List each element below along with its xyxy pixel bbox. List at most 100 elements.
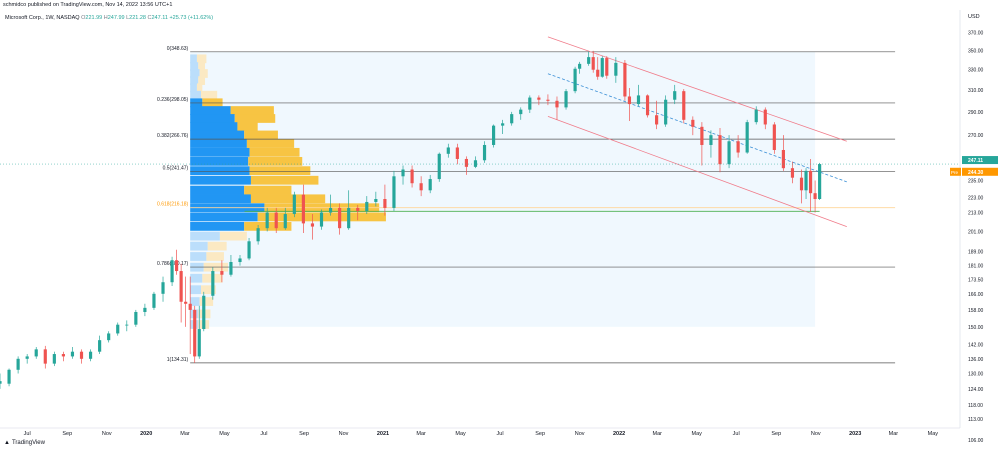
candle-body xyxy=(197,329,201,357)
candle-body xyxy=(175,260,179,272)
high-value: 247.99 xyxy=(107,15,125,21)
candle-body xyxy=(627,96,632,105)
volume-profile-up-bar xyxy=(190,252,207,261)
candle-body xyxy=(501,123,505,126)
candle-body xyxy=(564,91,568,108)
candle-body xyxy=(636,95,641,105)
x-axis-tick-label: Nov xyxy=(575,431,585,437)
x-axis-labels: Jul Sep Nov 2020 Mar May Jul Sep Nov 2021 Mar May Ju… xyxy=(24,431,939,437)
candle-body xyxy=(188,303,192,310)
candle-body xyxy=(392,176,396,208)
candle-body xyxy=(52,354,56,364)
tradingview-logo-icon: ▲ xyxy=(4,440,10,446)
candle-body xyxy=(464,158,468,167)
candle-body xyxy=(519,109,523,115)
x-axis-tick-label: Nov xyxy=(102,431,112,437)
volume-profile-up-bar xyxy=(190,122,238,132)
volume-profile-up-bar xyxy=(190,221,245,231)
volume-profile-down-bar xyxy=(196,83,203,93)
y-axis-tick-label: 201.00 xyxy=(968,229,984,235)
candle-body xyxy=(673,91,677,100)
x-axis-tick-label: May xyxy=(928,431,939,437)
low-label: L xyxy=(126,15,130,21)
symbol-legend: Microsoft Corp., 1W, NASDAQ O221.99 H247… xyxy=(5,15,213,21)
candle-body xyxy=(401,169,405,177)
x-axis-tick-label: Nov xyxy=(811,431,821,437)
volume-profile-up-bar xyxy=(190,139,247,148)
candle-body xyxy=(179,271,183,302)
x-axis-tick-label: 2023 xyxy=(849,431,861,437)
candle-body xyxy=(600,58,604,77)
volume-profile-down-bar xyxy=(219,231,247,241)
tradingview-logo[interactable]: ▲ TradingView xyxy=(4,440,45,446)
candle-body xyxy=(374,198,378,202)
candle-body xyxy=(229,262,233,275)
candle-body xyxy=(383,198,387,208)
y-axis-tick-label: 106.00 xyxy=(968,438,984,444)
x-axis-tick-label: Mar xyxy=(180,431,190,437)
x-axis-tick-label: May xyxy=(219,431,230,437)
volume-profile-up-bar xyxy=(190,69,200,78)
y-axis-tick-label: 310.00 xyxy=(968,88,984,94)
candle-body xyxy=(347,207,351,229)
x-axis-tick-label: Mar xyxy=(416,431,426,437)
volume-profile-down-bar xyxy=(200,90,218,100)
low-value: 221.28 xyxy=(129,15,146,21)
candle-body xyxy=(70,351,75,357)
price-tag-marker-text: Pre xyxy=(951,170,959,175)
candle-body xyxy=(555,100,559,108)
candle-body xyxy=(437,153,441,180)
candle-body xyxy=(446,147,450,154)
candle-body xyxy=(7,369,11,384)
volume-profile-down-bar xyxy=(230,106,274,115)
candle-body xyxy=(799,177,804,191)
candle-body xyxy=(781,149,785,169)
open-label: O xyxy=(81,15,86,21)
y-axis-tick-label: 223.00 xyxy=(968,196,984,202)
candle-body xyxy=(16,358,20,370)
fib-level-label: 1(134.31) xyxy=(167,357,189,363)
volume-profile-down-bar xyxy=(199,69,208,78)
y-axis-tick-label: 290.00 xyxy=(968,110,984,116)
volume-profile-up-bar xyxy=(190,83,197,93)
change-value: +25.73 (+11.62%) xyxy=(169,15,214,21)
y-axis-tick-label: 142.00 xyxy=(968,343,984,349)
volume-profile-down-bar xyxy=(249,166,311,176)
candle-body xyxy=(338,207,342,229)
candle-body xyxy=(211,271,215,296)
candle-body xyxy=(709,135,713,145)
candle-body xyxy=(804,170,808,191)
candle-body xyxy=(256,228,260,242)
volume-profile-down-bar xyxy=(244,185,292,195)
candle-body xyxy=(808,170,813,194)
candle-body xyxy=(700,126,704,145)
candle-body xyxy=(596,69,600,77)
candle-body xyxy=(537,97,541,100)
volume-profile-up-bar xyxy=(190,62,199,71)
candle-body xyxy=(34,349,38,357)
volume-profile-up-bar xyxy=(190,76,199,85)
candle-body xyxy=(718,135,722,165)
y-axis-tick-label: 150.00 xyxy=(968,325,984,331)
candle-body xyxy=(727,141,731,165)
open-value: 221.99 xyxy=(85,15,103,21)
channel-upper-line xyxy=(547,36,847,142)
candle-body xyxy=(292,194,296,215)
candle-body xyxy=(813,193,817,200)
candle-body xyxy=(193,309,197,357)
candle-body xyxy=(410,169,414,184)
volume-profile-up-bar xyxy=(190,130,245,140)
candle-body xyxy=(125,324,129,326)
candle-body xyxy=(274,212,278,229)
candle-body xyxy=(61,354,65,357)
candle-body xyxy=(691,119,695,127)
candle-body xyxy=(736,141,740,153)
x-axis-tick-label: 2020 xyxy=(140,431,152,437)
y-axis-tick-label: 181.00 xyxy=(968,264,984,270)
candle-body xyxy=(428,179,432,191)
candle-body xyxy=(818,164,822,200)
volume-profile-down-bar xyxy=(207,241,227,251)
volume-profile-up-bar xyxy=(190,175,251,185)
volume-profile-down-bar xyxy=(249,147,300,157)
